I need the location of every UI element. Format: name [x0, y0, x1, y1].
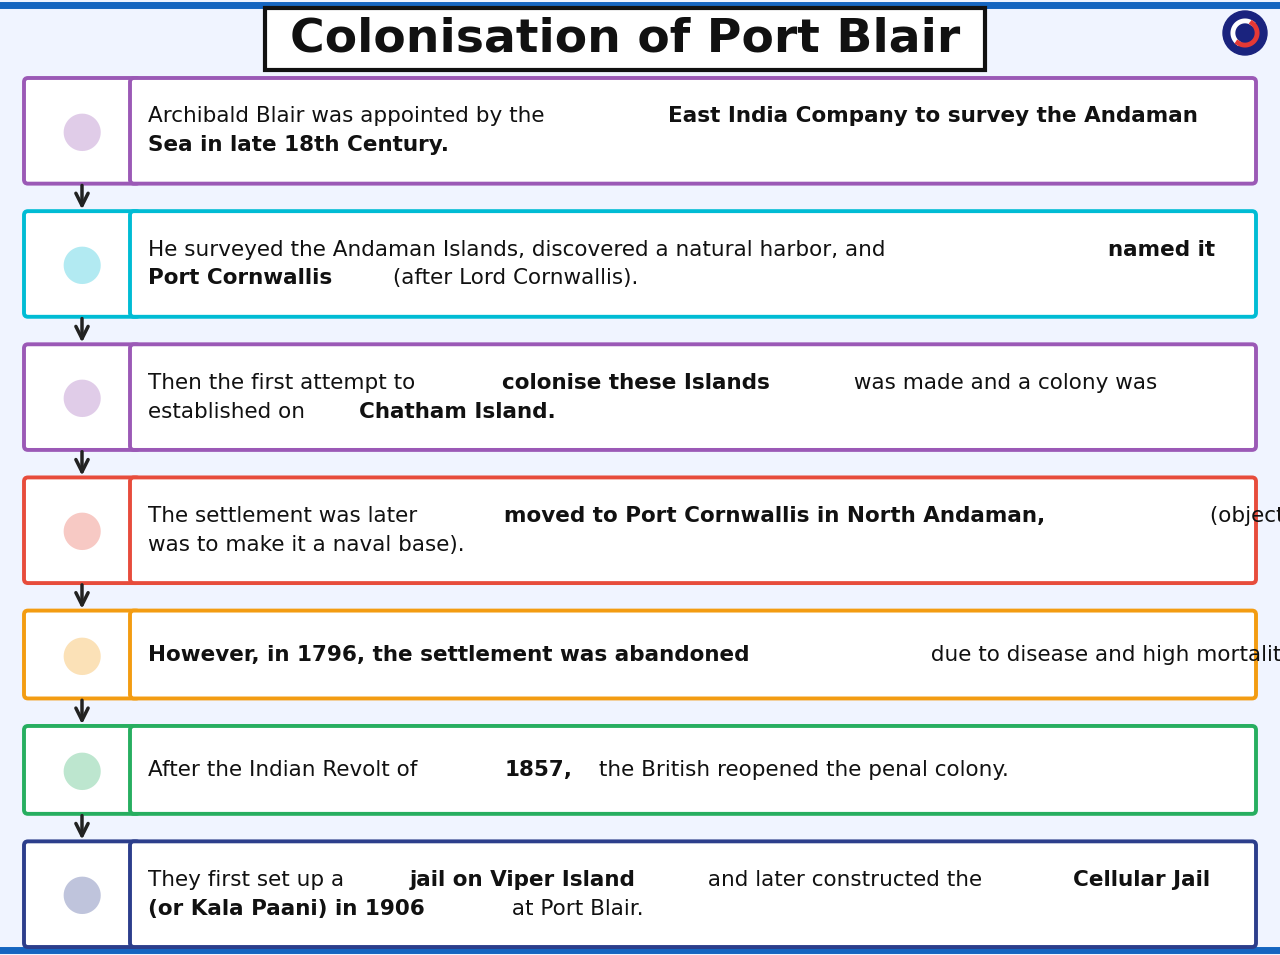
Text: (or Kala Paani) in 1906: (or Kala Paani) in 1906 [148, 899, 425, 919]
FancyBboxPatch shape [24, 78, 140, 183]
FancyBboxPatch shape [131, 78, 1256, 183]
Text: Cellular Jail: Cellular Jail [1073, 870, 1210, 890]
Text: ●: ● [61, 240, 104, 288]
Text: and later constructed the: and later constructed the [701, 870, 989, 890]
Text: ●: ● [61, 630, 104, 678]
Circle shape [1222, 11, 1267, 55]
FancyBboxPatch shape [131, 726, 1256, 814]
Text: Chatham Island.: Chatham Island. [360, 401, 557, 421]
FancyBboxPatch shape [131, 345, 1256, 450]
Text: Colonisation of Port Blair: Colonisation of Port Blair [289, 16, 960, 61]
Text: ●: ● [61, 107, 104, 155]
Text: was to make it a naval base).: was to make it a naval base). [148, 535, 465, 555]
Text: Port Cornwallis: Port Cornwallis [148, 268, 333, 288]
Text: (objective: (objective [1203, 506, 1280, 526]
FancyBboxPatch shape [265, 8, 986, 70]
Text: ●: ● [61, 870, 104, 918]
FancyBboxPatch shape [131, 211, 1256, 317]
Text: (after Lord Cornwallis).: (after Lord Cornwallis). [385, 268, 639, 288]
Text: 1857,: 1857, [504, 760, 572, 780]
Text: named it: named it [1108, 240, 1216, 260]
Text: Archibald Blair was appointed by the: Archibald Blair was appointed by the [148, 106, 552, 126]
FancyBboxPatch shape [24, 841, 140, 947]
Text: Sea in late 18th Century.: Sea in late 18th Century. [148, 136, 449, 156]
FancyBboxPatch shape [131, 478, 1256, 584]
Text: colonise these Islands: colonise these Islands [502, 372, 769, 393]
FancyBboxPatch shape [24, 211, 140, 317]
Text: due to disease and high mortality.: due to disease and high mortality. [924, 645, 1280, 665]
Text: jail on Viper Island: jail on Viper Island [410, 870, 636, 890]
Text: He surveyed the Andaman Islands, discovered a natural harbor, and: He surveyed the Andaman Islands, discove… [148, 240, 892, 260]
Text: However, in 1796, the settlement was abandoned: However, in 1796, the settlement was aba… [148, 645, 750, 665]
FancyBboxPatch shape [131, 841, 1256, 947]
FancyBboxPatch shape [24, 345, 140, 450]
FancyBboxPatch shape [131, 610, 1256, 698]
Text: They first set up a: They first set up a [148, 870, 351, 890]
Text: After the Indian Revolt of: After the Indian Revolt of [148, 760, 424, 780]
Text: the British reopened the penal colony.: the British reopened the penal colony. [593, 760, 1009, 780]
Text: The settlement was later: The settlement was later [148, 506, 424, 526]
Text: was made and a colony was: was made and a colony was [847, 372, 1157, 393]
Text: ●: ● [61, 373, 104, 421]
Text: East India Company to survey the Andaman: East India Company to survey the Andaman [668, 106, 1198, 126]
Text: ●: ● [61, 506, 104, 554]
FancyBboxPatch shape [24, 726, 140, 814]
Text: Then the first attempt to: Then the first attempt to [148, 372, 422, 393]
Text: at Port Blair.: at Port Blair. [506, 899, 644, 919]
FancyBboxPatch shape [24, 610, 140, 698]
Text: moved to Port Cornwallis in North Andaman,: moved to Port Cornwallis in North Andama… [504, 506, 1046, 526]
Text: established on: established on [148, 401, 312, 421]
Text: ●: ● [61, 746, 104, 794]
FancyBboxPatch shape [24, 478, 140, 584]
